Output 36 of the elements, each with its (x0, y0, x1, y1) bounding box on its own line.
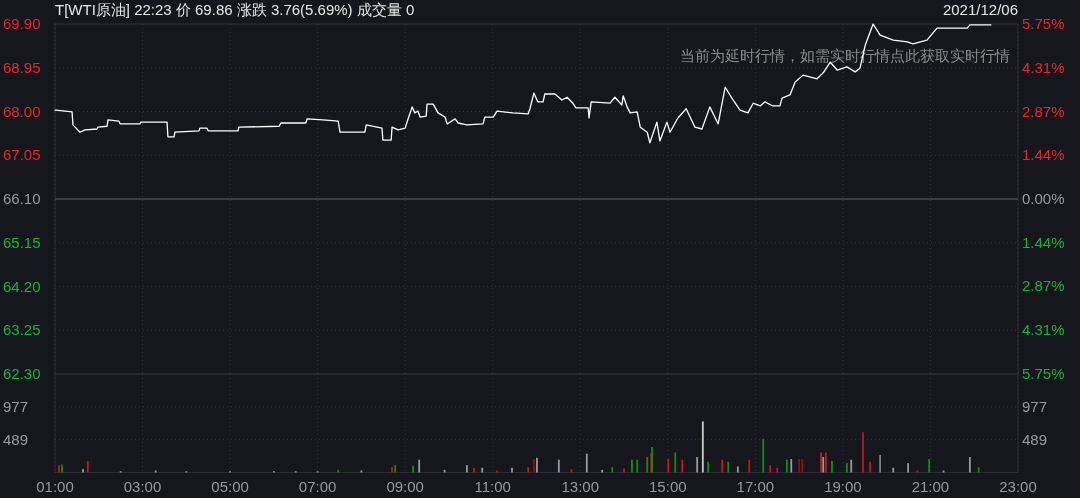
y-tick-label: 977 (3, 397, 29, 415)
chart-subtitle: 2021/12/06 (942, 1, 1018, 18)
y-tick-label: 68.95 (3, 58, 41, 76)
y-tick-label: 489 (3, 430, 29, 448)
y-tick-label: 64.20 (3, 277, 41, 295)
x-tick-label: 19:00 (824, 477, 862, 495)
x-tick-label: 23:00 (999, 477, 1037, 495)
x-tick-label: 15:00 (649, 477, 687, 495)
y-tick-label: 69.90 (3, 15, 41, 32)
chart-title: T[WTI原油] 22:23 价 69.86 涨跌 3.76(5.69%) 成交量 0 (55, 1, 415, 18)
x-tick-label: 07:00 (298, 477, 337, 495)
y2-tick-label: 4.31% (1022, 58, 1065, 76)
y-tick-label: 63.25 (3, 321, 41, 339)
y2-tick-label: 2.87% (1022, 102, 1065, 120)
y2-tick-label: 1.44% (1022, 233, 1065, 251)
y2-tick-label: 5.75% (1022, 15, 1065, 32)
y-tick-label: 67.05 (3, 146, 41, 164)
x-tick-label: 03:00 (123, 477, 162, 495)
y-tick-label: 65.15 (3, 233, 41, 251)
y2-tick-label: 977 (1022, 397, 1048, 415)
x-tick-label: 01:00 (36, 477, 74, 495)
x-tick-label: 13:00 (561, 477, 600, 495)
y2-tick-label: 489 (1022, 430, 1048, 448)
y2-tick-label: 0.00% (1022, 190, 1065, 207)
y-tick-label: 68.00 (3, 102, 41, 120)
x-tick-label: 05:00 (211, 477, 249, 495)
y-tick-label: 62.30 (3, 365, 41, 382)
x-tick-label: 17:00 (736, 477, 775, 495)
x-tick-label: 09:00 (386, 477, 424, 495)
x-tick-label: 21:00 (911, 477, 950, 495)
y2-tick-label: 5.75% (1022, 365, 1065, 382)
y2-tick-label: 2.87% (1022, 277, 1065, 295)
y2-tick-label: 1.44% (1022, 146, 1065, 164)
y-tick-label: 66.10 (3, 190, 41, 207)
y2-tick-label: 4.31% (1022, 321, 1065, 339)
x-tick-label: 11:00 (474, 477, 511, 495)
